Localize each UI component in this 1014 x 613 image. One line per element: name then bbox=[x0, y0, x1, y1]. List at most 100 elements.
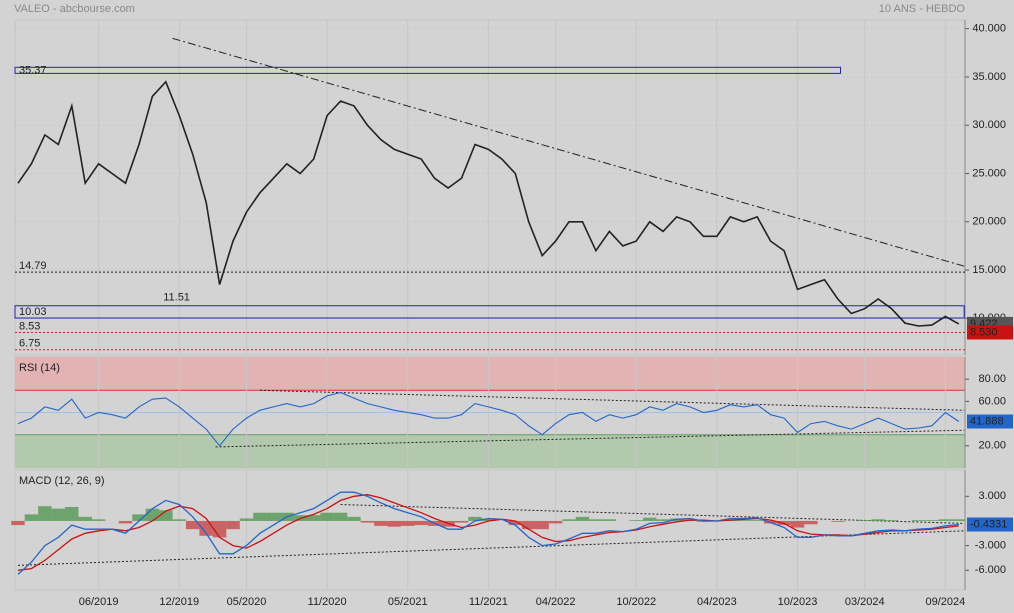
histogram-bar bbox=[360, 520, 375, 523]
trendline bbox=[172, 37, 965, 267]
histogram-bar bbox=[118, 520, 133, 524]
histogram-bar bbox=[172, 519, 186, 521]
histogram-bar bbox=[468, 516, 482, 521]
chart-subtitle: 10 ANS - HEBDO bbox=[879, 3, 966, 15]
histogram-bar bbox=[656, 519, 670, 521]
trendline bbox=[215, 429, 965, 448]
histogram-bar bbox=[65, 506, 79, 521]
y-tick-label: 25.000 bbox=[972, 167, 1006, 179]
histogram-bar bbox=[333, 512, 348, 521]
histogram-bar bbox=[159, 510, 173, 521]
x-tick-label: 11/2020 bbox=[308, 596, 347, 608]
histogram-bar bbox=[575, 516, 590, 521]
last-value-label: -0.4331 bbox=[970, 518, 1007, 530]
last-value-box bbox=[967, 325, 1013, 340]
panel-border bbox=[14, 19, 966, 356]
histogram-bar bbox=[535, 520, 549, 530]
x-tick-label: 04/2022 bbox=[536, 596, 576, 608]
histogram-bar bbox=[911, 520, 926, 521]
histogram-bar bbox=[589, 519, 603, 521]
histogram-bar bbox=[871, 519, 885, 521]
histogram-bar bbox=[132, 514, 146, 521]
histogram-bar bbox=[750, 520, 764, 521]
histogram-bar bbox=[790, 520, 805, 528]
histogram-bar bbox=[347, 516, 361, 521]
y-tick-label: 20.00 bbox=[978, 440, 1006, 452]
histogram-bar bbox=[306, 515, 321, 521]
x-tick-label: 12/2019 bbox=[159, 596, 199, 608]
histogram-bar bbox=[226, 520, 240, 530]
histogram-bar bbox=[804, 520, 818, 525]
data-line bbox=[17, 491, 959, 575]
histogram-bar bbox=[199, 520, 213, 536]
histogram-bar bbox=[629, 520, 643, 521]
histogram-bar bbox=[387, 520, 402, 527]
y-tick-label: 3.000 bbox=[978, 490, 1006, 502]
histogram-bar bbox=[508, 520, 522, 526]
level-label: 35.37 bbox=[19, 64, 47, 76]
histogram-bar bbox=[481, 518, 496, 521]
histogram-bar bbox=[858, 520, 872, 521]
histogram-bar bbox=[78, 516, 92, 521]
data-line bbox=[17, 494, 959, 571]
histogram-bar bbox=[548, 520, 563, 524]
trendline bbox=[259, 389, 965, 411]
histogram-bar bbox=[414, 520, 428, 526]
panel-title: MACD (12, 26, 9) bbox=[19, 475, 105, 487]
y-tick-label: -3.000 bbox=[975, 540, 1006, 552]
histogram-bar bbox=[186, 520, 200, 530]
histogram-bar bbox=[11, 520, 25, 526]
x-tick-label: 11/2021 bbox=[469, 596, 508, 608]
histogram-bar bbox=[145, 508, 160, 521]
histogram-bar bbox=[831, 520, 845, 522]
x-tick-label: 04/2023 bbox=[697, 596, 737, 608]
x-tick-label: 05/2021 bbox=[388, 596, 428, 608]
histogram-bar bbox=[642, 517, 657, 521]
histogram-bar bbox=[454, 520, 469, 523]
y-tick-label: 15.000 bbox=[972, 264, 1006, 276]
x-tick-label: 10/2022 bbox=[616, 596, 656, 608]
histogram-bar bbox=[38, 506, 52, 521]
histogram-bar bbox=[320, 512, 334, 521]
x-tick-label: 06/2019 bbox=[79, 596, 119, 608]
level-label: 8.53 bbox=[19, 320, 40, 332]
histogram-bar bbox=[884, 520, 899, 521]
histogram-bar bbox=[253, 512, 267, 521]
last-value-box bbox=[967, 517, 1013, 532]
chart-title: VALEO - abcbourse.com bbox=[14, 3, 135, 15]
rsi-zone bbox=[15, 357, 965, 391]
level-box bbox=[14, 305, 965, 319]
histogram-bar bbox=[737, 520, 751, 521]
histogram-bar bbox=[24, 514, 39, 521]
level-box bbox=[14, 66, 842, 74]
y-tick-label: 80.00 bbox=[978, 373, 1006, 385]
level-label: 10.03 bbox=[19, 306, 47, 318]
histogram-bar bbox=[212, 520, 227, 538]
level-label: 6.75 bbox=[19, 338, 40, 350]
last-value-label: 8.530 bbox=[970, 326, 998, 338]
y-tick-label: 30.000 bbox=[972, 119, 1006, 131]
annotation: 11.51 bbox=[163, 292, 190, 304]
histogram-bar bbox=[562, 519, 576, 521]
rsi-zone bbox=[15, 434, 965, 468]
histogram-bar bbox=[925, 520, 939, 521]
histogram-bar bbox=[522, 520, 536, 530]
y-tick-label: -6.000 bbox=[975, 564, 1006, 576]
trendline bbox=[17, 530, 965, 566]
panel-border bbox=[14, 469, 966, 591]
panel-title: RSI (14) bbox=[19, 362, 60, 374]
level-label: 14.79 bbox=[19, 260, 47, 272]
histogram-bar bbox=[266, 512, 281, 521]
y-tick-label: 35.000 bbox=[972, 71, 1006, 83]
histogram-bar bbox=[239, 518, 254, 521]
histogram-bar bbox=[91, 519, 106, 521]
histogram-bar bbox=[938, 519, 953, 521]
histogram-bar bbox=[952, 519, 966, 521]
data-line bbox=[17, 80, 960, 327]
last-value-label: 41.888 bbox=[970, 415, 1004, 427]
histogram-bar bbox=[374, 520, 388, 526]
data-line bbox=[17, 391, 960, 447]
histogram-bar bbox=[602, 519, 617, 521]
y-tick-label: 60.00 bbox=[978, 395, 1006, 407]
